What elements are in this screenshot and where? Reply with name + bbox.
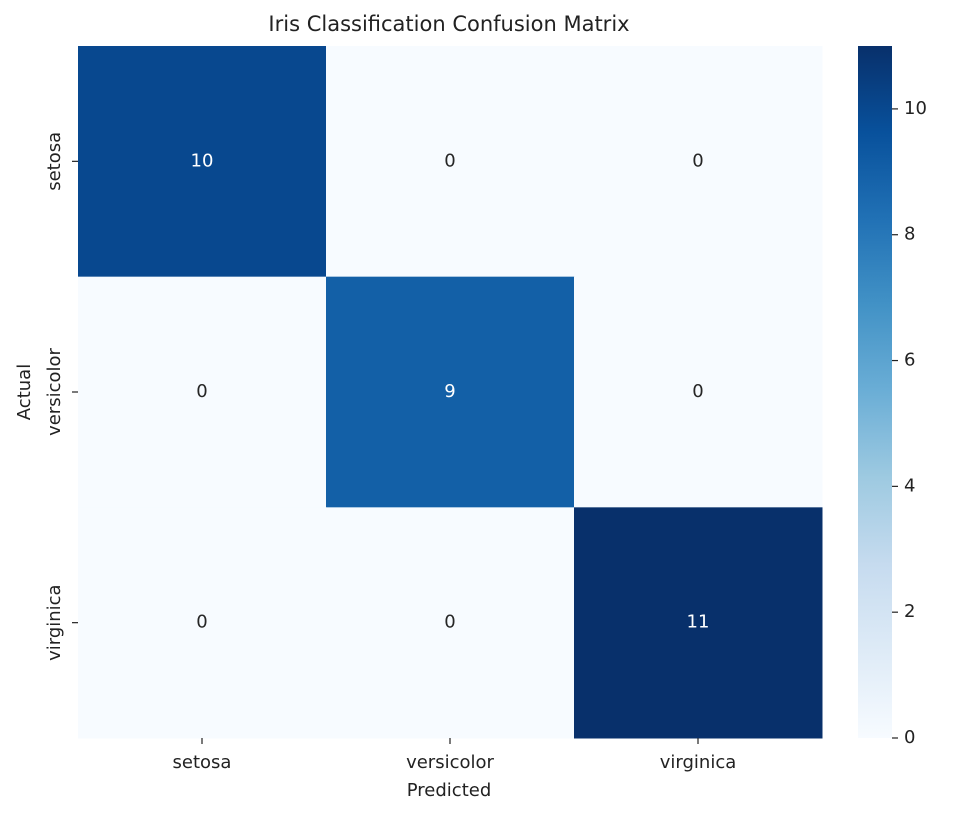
heatmap-cell: [574, 276, 823, 508]
heatmap-cell: [78, 276, 327, 508]
colorbar-tick-label: 6: [904, 350, 915, 371]
cell-label: 10: [191, 150, 214, 171]
heatmap-cell: [574, 46, 823, 278]
heatmap-cell: [326, 276, 575, 508]
colorbar-tick-label: 0: [904, 727, 915, 748]
chart-title: Iris Classification Confusion Matrix: [268, 12, 629, 36]
y-tick-label: setosa: [44, 132, 65, 191]
y-tick-label: virginica: [44, 584, 65, 661]
heatmap-cell: [574, 507, 823, 739]
x-tick-label: virginica: [660, 752, 737, 773]
cell-label: 0: [444, 612, 455, 633]
cell-label: 0: [196, 381, 207, 402]
x-tick-label: setosa: [173, 752, 232, 773]
colorbar: [858, 46, 892, 738]
x-tick-label: versicolor: [406, 752, 494, 773]
y-tick-label: versicolor: [44, 347, 65, 435]
colorbar-tick-label: 2: [904, 601, 915, 622]
colorbar-tick-label: 8: [904, 224, 915, 245]
heatmap-cell: [326, 507, 575, 739]
colorbar-tick-label: 10: [904, 98, 927, 119]
heatmap-cell: [78, 507, 327, 739]
y-axis-label: Actual: [14, 364, 35, 420]
cell-label: 0: [444, 150, 455, 171]
cell-label: 0: [692, 381, 703, 402]
colorbar-tick-label: 4: [904, 475, 915, 496]
heatmap-cell: [326, 46, 575, 278]
cell-label: 0: [692, 150, 703, 171]
heatmap-cell: [78, 46, 327, 278]
x-axis-label: Predicted: [407, 780, 492, 801]
cell-label: 11: [687, 612, 710, 633]
cell-label: 0: [196, 612, 207, 633]
cell-label: 9: [444, 381, 455, 402]
